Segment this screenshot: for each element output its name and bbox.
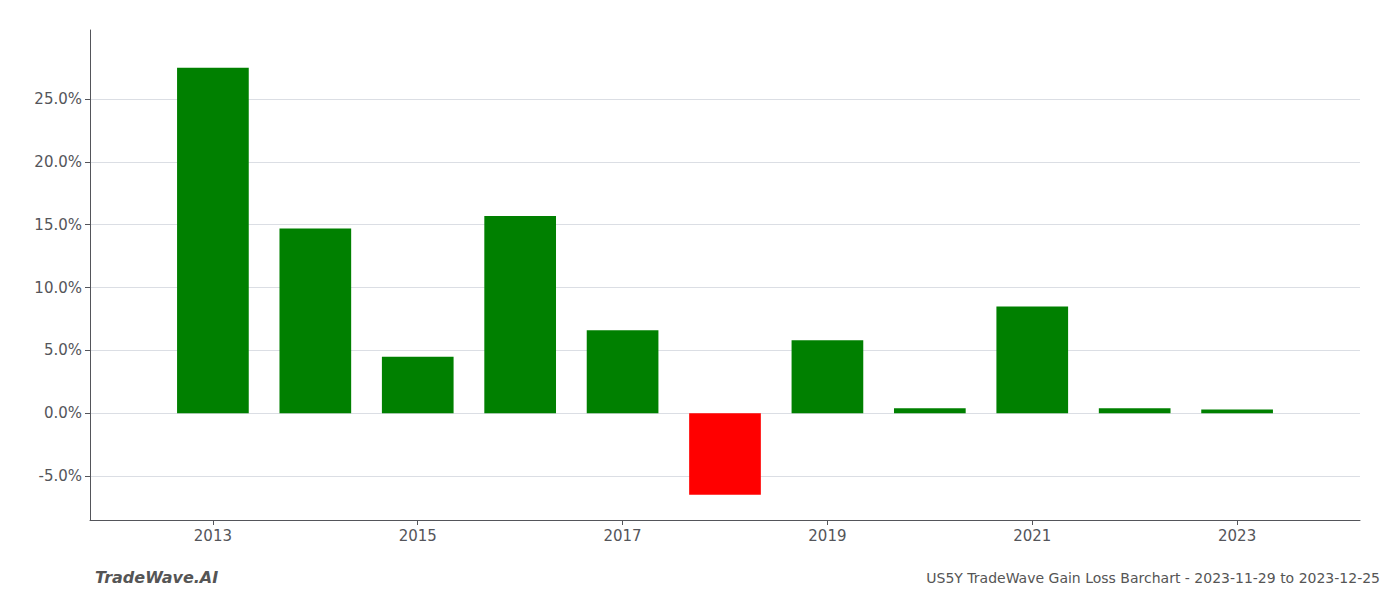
svg-text:10.0%: 10.0%	[34, 279, 82, 297]
svg-text:2021: 2021	[1013, 527, 1051, 545]
svg-text:-5.0%: -5.0%	[38, 467, 82, 485]
svg-text:20.0%: 20.0%	[34, 153, 82, 171]
svg-text:TradeWave.AI: TradeWave.AI	[95, 568, 218, 587]
svg-text:US5Y TradeWave Gain Loss Barch: US5Y TradeWave Gain Loss Barchart - 2023…	[926, 570, 1380, 586]
svg-text:2015: 2015	[399, 527, 437, 545]
svg-text:2019: 2019	[808, 527, 846, 545]
svg-text:2013: 2013	[194, 527, 232, 545]
svg-text:5.0%: 5.0%	[44, 341, 82, 359]
svg-text:0.0%: 0.0%	[44, 404, 82, 422]
svg-text:15.0%: 15.0%	[34, 216, 82, 234]
svg-text:2017: 2017	[603, 527, 641, 545]
svg-text:2023: 2023	[1218, 527, 1256, 545]
svg-text:25.0%: 25.0%	[34, 90, 82, 108]
